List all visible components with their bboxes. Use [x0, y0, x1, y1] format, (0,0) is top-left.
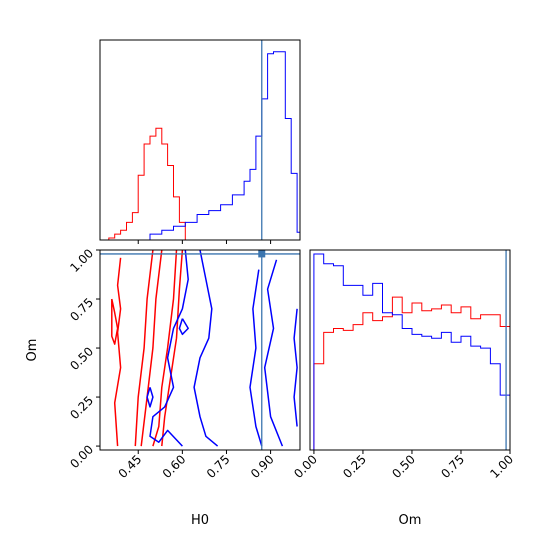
joint-contour-8 — [146, 387, 154, 408]
h0-marginal-marks — [108, 40, 301, 240]
om-marginal-marks — [313, 250, 511, 450]
joint-contour-1 — [111, 298, 119, 345]
h0-marginal-frame — [99, 39, 301, 241]
joint-contour-frame — [99, 249, 301, 451]
om-marginal-series-1-step — [313, 253, 511, 450]
joint-contour-10 — [263, 259, 284, 447]
joint-contour-4 — [152, 249, 178, 447]
joint-contour-6 — [149, 249, 189, 447]
om-marginal-frame — [309, 249, 511, 451]
joint-contour-11 — [249, 269, 263, 447]
joint-contour-marks — [100, 249, 300, 450]
joint-contour-9 — [178, 318, 189, 336]
h0-marginal-series-0-step — [108, 127, 186, 240]
x-axis-label-h0: H0 — [191, 513, 209, 528]
h0-marginal-ticks — [137, 240, 272, 244]
x-axis-label-om: Om — [399, 513, 422, 528]
joint-contour-7 — [193, 249, 219, 447]
joint-truth-marker — [258, 250, 266, 258]
joint-contour-5 — [161, 249, 184, 447]
om-marginal-series-0-step — [313, 296, 511, 450]
joint-contour-3 — [140, 249, 163, 447]
h0-marginal-series-1-step — [149, 51, 301, 240]
joint-contour-12 — [293, 308, 298, 427]
h0-marginal-panel — [99, 39, 301, 244]
y-axis-label-om: Om — [25, 339, 40, 362]
joint-contour-2 — [134, 249, 154, 447]
